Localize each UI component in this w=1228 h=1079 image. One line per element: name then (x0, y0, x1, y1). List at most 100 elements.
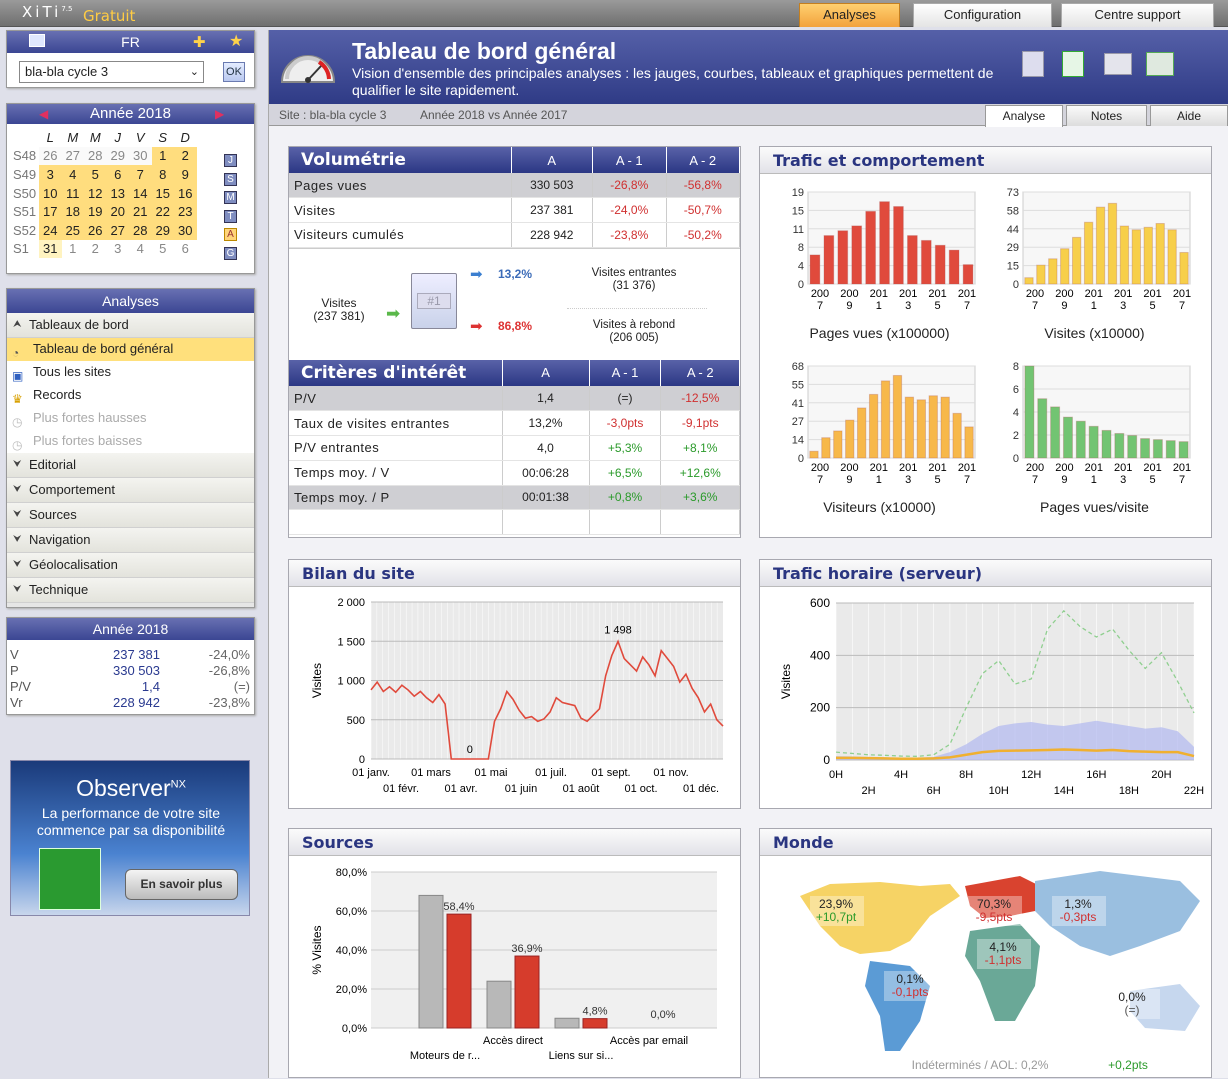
week-number[interactable]: S51 (13, 202, 39, 221)
tab-analyse[interactable]: Analyse (985, 105, 1063, 127)
menu-group-1[interactable]: ⮟ Comportement (7, 478, 254, 503)
calendar-day[interactable]: 14 (129, 184, 152, 203)
screen-icon[interactable] (29, 34, 45, 47)
calendar-day[interactable]: 28 (129, 221, 152, 240)
calendar-day[interactable]: 11 (62, 184, 85, 203)
calendar-day[interactable]: 16 (174, 184, 197, 203)
calendar-day[interactable]: 6 (107, 165, 130, 184)
observer-ad[interactable]: ObserverNX La performance de votre site … (10, 760, 250, 916)
pdf-export-icon[interactable] (1022, 51, 1044, 77)
excel-export-icon[interactable] (1062, 51, 1084, 77)
print-icon[interactable] (1146, 52, 1174, 76)
flow-visits: Visites (237 381) (299, 297, 379, 323)
week-number[interactable]: S1 (13, 240, 39, 259)
ok-button[interactable]: OK (223, 62, 245, 82)
calendar-day[interactable]: 9 (174, 165, 197, 184)
language-code[interactable]: FR (121, 34, 140, 50)
period-badge[interactable]: M (224, 191, 237, 204)
calendar-day[interactable]: 17 (39, 202, 62, 221)
calendar-day[interactable]: 5 (152, 240, 175, 259)
calendar-day[interactable]: 31 (39, 240, 62, 259)
prev-year-icon[interactable]: ◀ (39, 104, 48, 124)
calendar-day[interactable]: 1 (152, 147, 175, 166)
indetermines-label: Indéterminés / AOL: 0,2% (912, 1058, 1049, 1072)
bar (1061, 249, 1069, 284)
calendar-day[interactable]: 8 (152, 165, 175, 184)
calendar-day[interactable]: 22 (152, 202, 175, 221)
rebond-label: Visites à rebond (206 005) (575, 319, 693, 345)
period-badge[interactable]: J (224, 154, 237, 167)
site-select[interactable]: bla-bla cycle 3 ⌄ (19, 61, 204, 83)
week-number[interactable]: S50 (13, 184, 39, 203)
week-number[interactable]: S49 (13, 165, 39, 184)
menu-group-3[interactable]: ⮟ Navigation (7, 528, 254, 553)
calendar-day[interactable]: 27 (107, 221, 130, 240)
calendar-day[interactable]: 29 (107, 147, 130, 166)
calendar-day[interactable]: 3 (39, 165, 62, 184)
calendar-day[interactable]: 2 (84, 240, 107, 259)
x-tick-label: 18H (1119, 785, 1139, 797)
calendar-day[interactable]: 12 (84, 184, 107, 203)
add-favorite-icon[interactable]: ✚ (193, 32, 206, 54)
calendar-day[interactable]: 7 (129, 165, 152, 184)
star-icon[interactable]: ★ (229, 31, 243, 53)
menu-group-5[interactable]: ⮟ Technique (7, 578, 254, 603)
calendar-day[interactable]: 23 (174, 202, 197, 221)
calendar-day[interactable]: 10 (39, 184, 62, 203)
period-label: Année 2018 vs Année 2017 (420, 104, 567, 126)
criteres-table: Critères d'intérêt A A - 1 A - 2 P/V 1,4(… (289, 360, 740, 535)
calendar-day[interactable]: 25 (62, 221, 85, 240)
calendar-day[interactable]: 1 (62, 240, 85, 259)
tab-configuration[interactable]: Configuration (913, 3, 1052, 27)
tab-centre-support[interactable]: Centre support (1061, 3, 1214, 27)
region-pct: 70,3% (977, 897, 1011, 911)
menu-item-3[interactable]: ◷ Plus fortes hausses (7, 407, 254, 430)
calendar-day[interactable]: 24 (39, 221, 62, 240)
ad-line1: La performance de votre site (11, 805, 251, 821)
calendar-day[interactable]: 27 (62, 147, 85, 166)
email-icon[interactable] (1104, 53, 1132, 75)
menu-group-2[interactable]: ⮟ Sources (7, 503, 254, 528)
week-number[interactable]: S48 (13, 147, 39, 166)
menu-section-tableaux[interactable]: ⮝ Tableaux de bord (7, 313, 254, 338)
calendar-day[interactable]: 20 (107, 202, 130, 221)
calendar-day[interactable]: 2 (174, 147, 197, 166)
menu-group-4[interactable]: ⮟ Géolocalisation (7, 553, 254, 578)
stat-key: V (10, 646, 60, 662)
calendar-day[interactable]: 19 (84, 202, 107, 221)
calendar-day[interactable]: 28 (84, 147, 107, 166)
week-number[interactable]: S52 (13, 221, 39, 240)
menu-item-0[interactable]: ◔ Tableau de bord général (7, 338, 254, 361)
ad-cta-button[interactable]: En savoir plus (125, 869, 238, 900)
min-label: 0 (467, 744, 473, 756)
menu-item-1[interactable]: ▣ Tous les sites (7, 361, 254, 384)
period-badge[interactable]: S (224, 173, 237, 186)
period-badge[interactable]: T (224, 210, 237, 223)
calendar-day[interactable]: 21 (129, 202, 152, 221)
calendar-day[interactable]: 3 (107, 240, 130, 259)
period-badge[interactable]: G (224, 247, 237, 260)
calendar-day[interactable]: 4 (62, 165, 85, 184)
menu-item-4[interactable]: ◷ Plus fortes baisses (7, 430, 254, 453)
calendar-day[interactable]: 5 (84, 165, 107, 184)
tab-notes[interactable]: Notes (1066, 105, 1147, 126)
calendar-day[interactable]: 6 (174, 240, 197, 259)
calendar-day[interactable]: 26 (84, 221, 107, 240)
menu-group-0[interactable]: ⮟ Editorial (7, 453, 254, 478)
calendar-day[interactable]: 18 (62, 202, 85, 221)
calendar-day[interactable]: 29 (152, 221, 175, 240)
calendar-day[interactable]: 4 (129, 240, 152, 259)
period-badge[interactable]: A (224, 228, 237, 241)
bar (1153, 440, 1162, 458)
calendar-day[interactable]: 13 (107, 184, 130, 203)
calendar-day[interactable]: 30 (174, 221, 197, 240)
calendar-day[interactable]: 30 (129, 147, 152, 166)
calendar-day[interactable]: 15 (152, 184, 175, 203)
menu-item-label: Records (33, 387, 81, 402)
tab-analyses[interactable]: Analyses (799, 3, 900, 27)
calendar-day[interactable]: 26 (39, 147, 62, 166)
menu-item-2[interactable]: ♛ Records (7, 384, 254, 407)
y-axis-label: % Visites (310, 925, 324, 974)
next-year-icon[interactable]: ▶ (215, 104, 224, 124)
tab-aide[interactable]: Aide (1150, 105, 1228, 126)
